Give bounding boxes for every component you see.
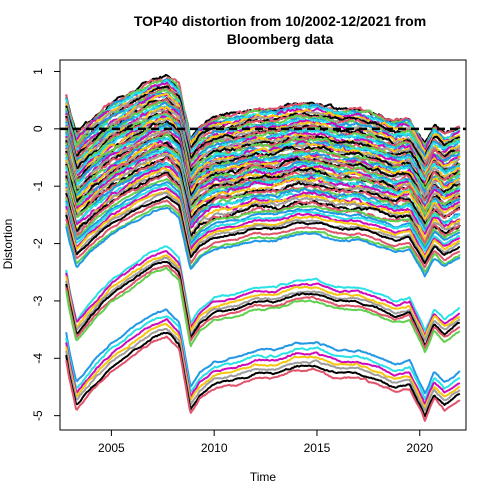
series-line-90: [65, 335, 461, 422]
series-line-75: [65, 204, 461, 273]
series-lines: [65, 73, 461, 422]
series-line-48: [65, 141, 461, 215]
y-axis-label: Distortion: [1, 219, 15, 270]
series-line-30: [65, 115, 461, 185]
series-line-62: [65, 165, 461, 235]
y-tick-label: -1: [31, 181, 45, 192]
series-line-73: [65, 195, 461, 264]
x-tick-label: 2005: [98, 441, 125, 455]
series-line-67: [65, 178, 461, 248]
x-tick-label: 2015: [304, 441, 331, 455]
y-axis: 1 0 -1 -2 -3 -4 -5: [31, 68, 60, 421]
series-line-82: [65, 264, 461, 349]
series-line-42: [65, 131, 461, 202]
series-line-88: [65, 328, 461, 412]
series-line-31: [65, 116, 461, 189]
series-line-60: [65, 161, 461, 231]
y-tick-label: -4: [31, 353, 45, 364]
series-line-35: [65, 122, 461, 190]
x-tick-label: 2020: [406, 441, 433, 455]
series-line-80: [65, 256, 461, 342]
series-line-72: [65, 191, 460, 263]
plot-frame: [59, 59, 467, 431]
series-line-77: [65, 245, 461, 332]
series-line-70: [65, 187, 461, 257]
series-line-79: [65, 254, 461, 340]
series-line-65: [65, 171, 461, 247]
x-axis: 2005 2010 2015 2020: [98, 430, 433, 455]
y-tick-label: -5: [31, 410, 45, 421]
y-tick-label: 1: [31, 68, 45, 75]
chart-title-line-1: TOP40 distortion from 10/2002-12/2021 fr…: [134, 13, 426, 29]
x-axis-label: Time: [250, 470, 277, 484]
series-line-81: [65, 260, 461, 347]
series-line-84: [65, 308, 461, 395]
series-line-57: [65, 156, 461, 226]
chart-title-line-2: Bloomberg data: [227, 31, 334, 47]
series-line-54: [65, 151, 461, 221]
y-tick-label: 0: [31, 125, 45, 132]
series-line-86: [65, 318, 461, 405]
series-line-89: [65, 331, 461, 418]
y-tick-label: -3: [31, 295, 45, 306]
series-line-74: [65, 199, 461, 269]
series-line-83: [65, 266, 461, 354]
series-line-71: [65, 190, 460, 259]
x-tick-label: 2010: [201, 441, 228, 455]
series-line-76: [65, 206, 461, 278]
series-line-5: [65, 79, 461, 150]
series-line-85: [65, 315, 461, 401]
y-tick-label: -2: [31, 238, 45, 249]
series-line-87: [65, 322, 460, 409]
series-line-36: [65, 122, 461, 194]
series-line-78: [65, 250, 460, 337]
